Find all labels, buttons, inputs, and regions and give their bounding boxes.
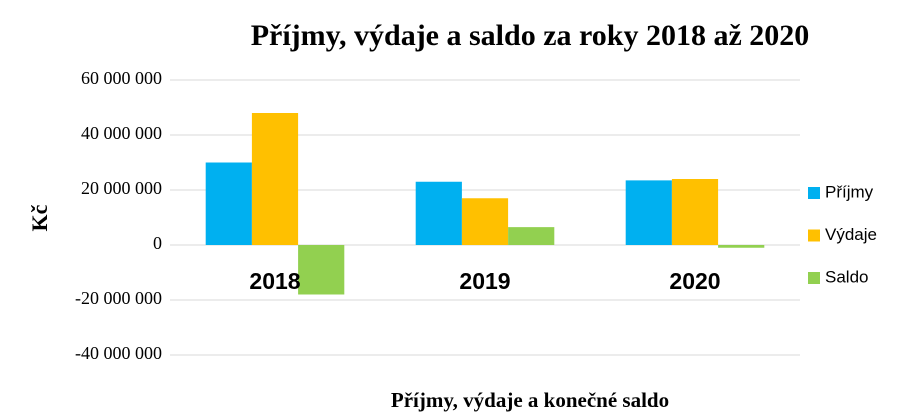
bar	[415, 181, 462, 245]
bar	[298, 245, 345, 295]
y-tick-label: -40 000 000	[75, 343, 162, 363]
x-tick-label: 2019	[459, 268, 510, 294]
chart-title: Příjmy, výdaje a saldo za roky 2018 až 2…	[251, 19, 810, 52]
y-tick-label: 20 000 000	[81, 178, 162, 198]
y-tick-label: 60 000 000	[81, 68, 162, 88]
x-tick-label: 2018	[249, 268, 300, 294]
legend-label: Saldo	[825, 267, 868, 286]
legend-label: Výdaje	[825, 225, 877, 244]
legend-swatch	[808, 187, 820, 199]
bar	[625, 180, 672, 245]
bar	[461, 198, 509, 245]
bar	[251, 113, 299, 245]
legend-swatch	[808, 229, 820, 242]
y-tick-label: -20 000 000	[75, 288, 162, 308]
bar	[671, 179, 719, 245]
x-axis-title: Příjmy, výdaje a konečné saldo	[391, 388, 669, 412]
y-axis-title: Kč	[27, 204, 52, 231]
y-tick-label: 0	[153, 233, 162, 253]
legend-label: Příjmy	[825, 182, 874, 201]
x-tick-label: 2020	[669, 268, 720, 294]
bar	[205, 162, 252, 245]
bar	[508, 227, 555, 245]
y-tick-label: 40 000 000	[81, 123, 162, 143]
legend-swatch	[808, 272, 820, 284]
bar	[718, 245, 765, 248]
